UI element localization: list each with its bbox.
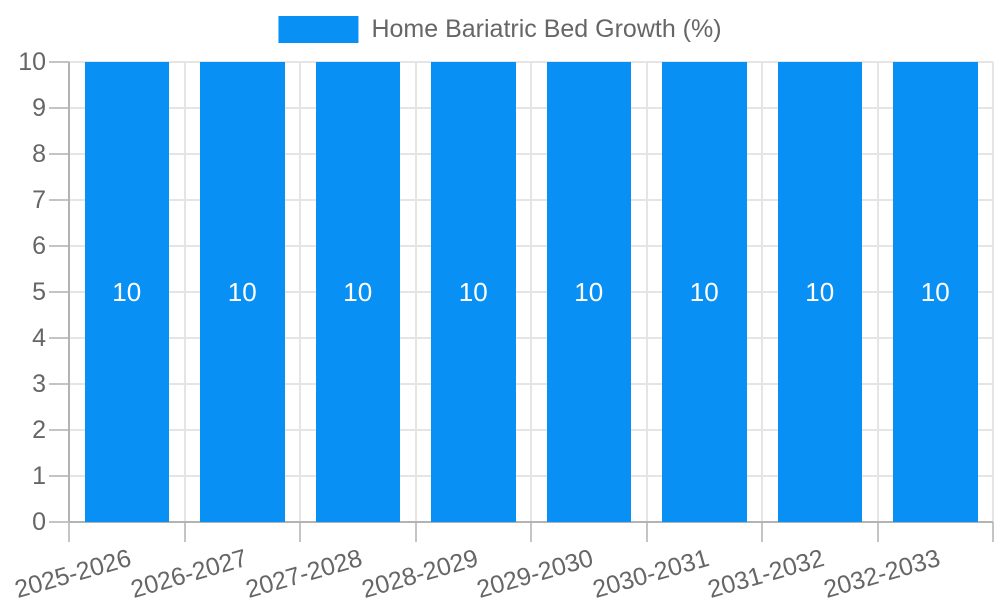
legend-label: Home Bariatric Bed Growth (%) [371, 15, 722, 43]
x-axis-tick [876, 522, 879, 542]
x-axis-tick [992, 522, 994, 542]
legend-swatch [278, 16, 359, 43]
x-gridline [530, 62, 532, 522]
y-axis-tick-label: 7 [32, 186, 46, 214]
bar[interactable]: 10 [662, 62, 747, 522]
x-axis-line [69, 521, 993, 523]
bar[interactable]: 10 [431, 62, 516, 522]
y-axis-tick [49, 383, 69, 385]
x-axis-tick-label: 2032-2033 [820, 544, 943, 600]
y-axis-tick-label: 2 [32, 416, 46, 444]
x-axis-tick-label: 2026-2027 [127, 544, 250, 600]
x-gridline [414, 62, 417, 522]
y-axis-tick-label: 8 [32, 140, 46, 168]
y-axis-tick [49, 245, 69, 247]
bar-value-label: 10 [805, 277, 835, 307]
bar-value-label: 10 [343, 277, 373, 307]
x-gridline [992, 62, 994, 522]
bar-value-label: 10 [458, 277, 488, 307]
bar[interactable]: 10 [777, 62, 862, 522]
chart-legend[interactable]: Home Bariatric Bed Growth (%) [278, 15, 722, 43]
bar[interactable]: 10 [84, 62, 169, 522]
y-axis-tick [49, 107, 69, 109]
bar[interactable]: 10 [893, 62, 978, 522]
x-axis-tick-label: 2030-2031 [589, 544, 712, 600]
x-gridline [299, 62, 301, 522]
bar[interactable]: 10 [315, 62, 400, 522]
x-axis-tick [68, 522, 70, 542]
y-axis-tick [49, 199, 69, 201]
bar-value-label: 10 [920, 277, 950, 307]
x-axis-tick [299, 522, 301, 542]
y-axis-tick-label: 3 [32, 370, 46, 398]
y-axis-tick [49, 291, 69, 293]
y-axis-tick [49, 521, 69, 523]
x-axis-tick-label: 2027-2028 [242, 544, 366, 600]
y-axis-tick [49, 337, 69, 339]
x-axis-tick [183, 522, 186, 542]
x-gridline [876, 62, 879, 522]
x-gridline [183, 62, 186, 522]
y-axis-tick-label: 4 [32, 324, 46, 352]
y-axis-tick-label: 6 [32, 232, 46, 260]
x-axis-tick-label: 2025-2026 [11, 544, 135, 600]
x-axis-tick-label: 2028-2029 [358, 544, 481, 600]
y-axis-tick-label: 10 [18, 48, 46, 76]
bar-value-label: 10 [227, 277, 257, 307]
x-axis-tick [761, 522, 763, 542]
y-axis-tick-label: 9 [32, 94, 46, 122]
x-gridline [761, 62, 763, 522]
x-axis-tick [414, 522, 417, 542]
y-axis-tick-label: 0 [32, 508, 46, 536]
x-axis-tick-label: 2031-2032 [704, 544, 828, 600]
x-axis-tick [645, 522, 648, 542]
bar-value-label: 10 [574, 277, 604, 307]
x-axis-tick-label: 2029-2030 [473, 544, 597, 600]
bar[interactable]: 10 [200, 62, 285, 522]
y-axis-tick [49, 429, 69, 431]
bar[interactable]: 10 [546, 62, 631, 522]
bar-value-label: 10 [112, 277, 142, 307]
y-axis-tick [49, 61, 69, 63]
x-gridline [645, 62, 648, 522]
y-axis-tick-label: 1 [32, 462, 46, 490]
y-axis-tick [49, 475, 69, 477]
y-axis-line [68, 62, 70, 522]
x-axis-tick [530, 522, 532, 542]
bar-value-label: 10 [689, 277, 719, 307]
y-axis-tick-label: 5 [32, 278, 46, 306]
y-axis-tick [49, 153, 69, 155]
